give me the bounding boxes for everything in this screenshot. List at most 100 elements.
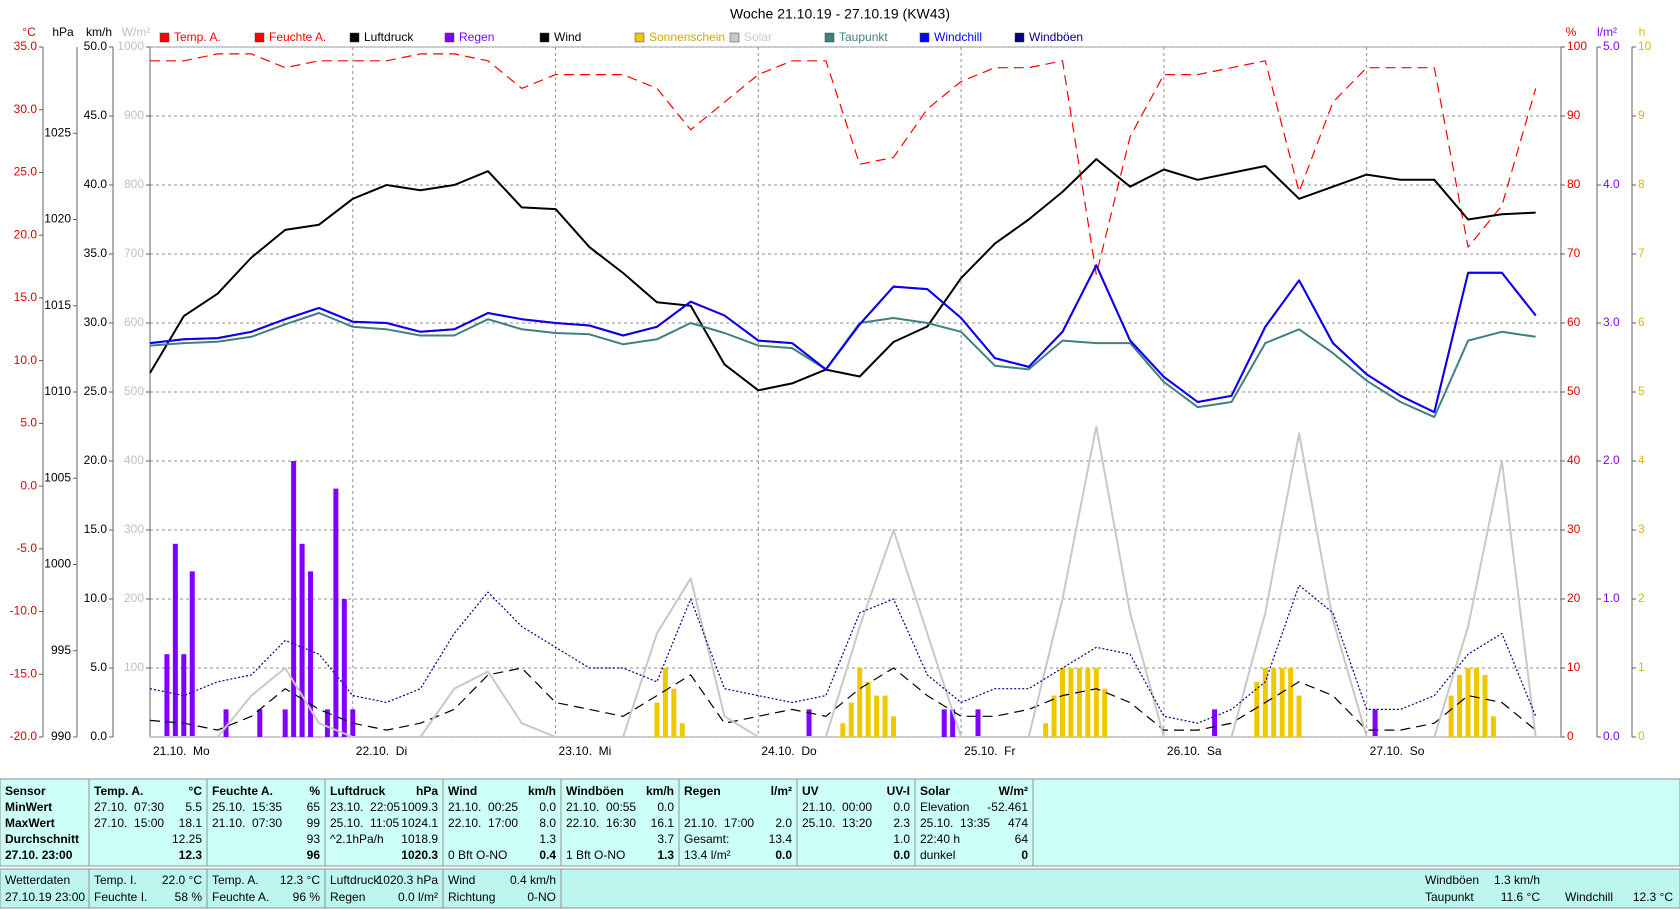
current-label: Richtung (448, 890, 495, 904)
y-tick-label: 4 (1638, 453, 1645, 467)
series-bar (1085, 668, 1091, 737)
table-cell-value: 0 (1021, 848, 1028, 862)
y-tick-label: 0 (1638, 729, 1645, 743)
legend-swatch (634, 32, 645, 43)
table-cell-label: 22.10. 17:00 (448, 816, 518, 830)
series-bar (891, 716, 897, 737)
current-value: 0.4 km/h (510, 873, 556, 887)
table-row-label: MaxWert (5, 816, 55, 830)
series-bar (857, 668, 863, 737)
chart-title: Woche 21.10.19 - 27.10.19 (KW43) (730, 6, 950, 22)
table-cell-label: 21.10. 00:25 (448, 800, 518, 814)
x-tick-label: 23.10. Mi (559, 744, 612, 758)
x-tick-label: 22.10. Di (356, 744, 407, 758)
y-tick-label: 300 (124, 522, 144, 536)
y-tick-label: 1.0 (1603, 591, 1620, 605)
legend-label: Windchill (934, 30, 982, 44)
y-tick-label: 900 (124, 108, 144, 122)
series-bar (333, 488, 339, 737)
table-cell-label: 23.10. 22:05 (330, 800, 400, 814)
legend-swatch (729, 32, 740, 43)
series-bar (324, 709, 330, 737)
y-tick-label: 4.0 (1603, 177, 1620, 191)
y-tick-label: 5.0 (20, 416, 37, 430)
table-unit: km/h (528, 784, 556, 798)
legend-swatch (1014, 32, 1025, 43)
axis-title: l/m² (1597, 25, 1617, 39)
series-bar (1060, 668, 1066, 737)
y-tick-label: 1 (1638, 660, 1645, 674)
x-tick-label: 24.10. Do (761, 744, 817, 758)
y-tick-label: 0.0 (1603, 729, 1620, 743)
series-bar (172, 543, 178, 737)
series-line (149, 584, 1537, 724)
series-bar (1296, 695, 1302, 737)
table-header: Luftdruck (330, 784, 386, 798)
series-bar (1212, 709, 1218, 737)
series-bar (865, 681, 871, 737)
series-bar (1271, 668, 1277, 737)
axis-title: °C (22, 25, 36, 39)
table-cell-label: 25.10. 13:20 (802, 816, 872, 830)
y-tick-label: 45.0 (84, 108, 108, 122)
current-label: Temp. A. (212, 873, 259, 887)
y-tick-label: 35.0 (84, 246, 108, 260)
table-header: Solar (920, 784, 950, 798)
table-cell-value: 0.0 (893, 800, 910, 814)
table-cell-value: 1018.9 (401, 832, 438, 846)
y-tick-label: 40.0 (84, 177, 108, 191)
current-value: 58 % (175, 890, 203, 904)
table-unit: UV-I (887, 784, 910, 798)
table-unit: km/h (646, 784, 674, 798)
y-tick-label: 15.0 (84, 522, 108, 536)
legend-label: Regen (459, 30, 494, 44)
table-cell-label: 27.10. 07:30 (94, 800, 164, 814)
table-cell-value: 0.0 (539, 800, 556, 814)
y-tick-label: 800 (124, 177, 144, 191)
y-tick-label: 50 (1567, 384, 1581, 398)
table-cell-value: 3.7 (657, 832, 674, 846)
y-tick-label: 9 (1638, 108, 1645, 122)
y-tick-label: -15.0 (10, 666, 38, 680)
current-value: 0-NO (527, 890, 556, 904)
table-cell-label: 25.10. 15:35 (212, 800, 282, 814)
series-bar (671, 688, 677, 737)
y-tick-label: 400 (124, 453, 144, 467)
y-tick-label: 200 (124, 591, 144, 605)
current-value: 12.3 °C (280, 873, 320, 887)
y-tick-label: 5 (1638, 384, 1645, 398)
table-cell-value: 0.0 (657, 800, 674, 814)
current-value: 1020.3 hPa (377, 873, 439, 887)
table-cell-value: 12.3 (179, 848, 203, 862)
table-cell-label: 13.4 l/m² (684, 848, 731, 862)
y-tick-label: 35.0 (14, 39, 38, 53)
y-tick-label: 2 (1638, 591, 1645, 605)
current-label: Feuchte A. (212, 890, 269, 904)
table-header: Sensor (5, 784, 46, 798)
y-tick-label: 100 (124, 660, 144, 674)
legend-label: Taupunkt (839, 30, 888, 44)
axis-title: h (1639, 25, 1646, 39)
series-bar (299, 543, 305, 737)
series-bar (181, 654, 187, 737)
y-tick-label: 10.0 (84, 591, 108, 605)
y-tick-label: 6 (1638, 315, 1645, 329)
table-cell-label: 22.10. 16:30 (566, 816, 636, 830)
axis-title: hPa (52, 25, 74, 39)
y-tick-label: 5.0 (90, 660, 107, 674)
table-cell-value: 64 (1015, 832, 1029, 846)
table-cell-value: 99 (307, 816, 321, 830)
y-tick-label: 990 (51, 729, 71, 743)
y-tick-label: 20.0 (14, 227, 38, 241)
table-cell-value: 12.25 (172, 832, 202, 846)
current-value: 96 % (293, 890, 321, 904)
y-tick-label: 7 (1638, 246, 1645, 260)
table-cell-label: ^2.1hPa/h (330, 832, 384, 846)
table-cell-label: Elevation (920, 800, 969, 814)
y-tick-label: 1015 (44, 298, 71, 312)
y-tick-label: -20.0 (10, 729, 38, 743)
series-bar (164, 654, 170, 737)
table-cell-value: 0.4 (539, 848, 556, 862)
current-label: Regen (330, 890, 365, 904)
